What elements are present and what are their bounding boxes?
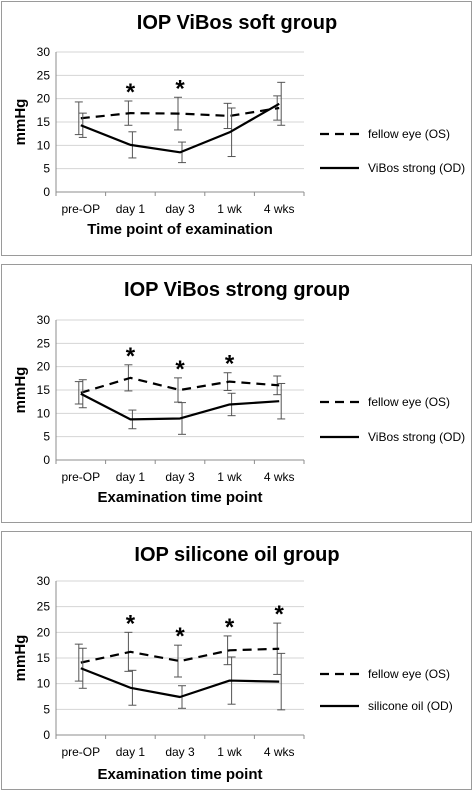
y-tick-label: 0 [43, 185, 50, 199]
y-tick-label: 25 [37, 336, 51, 350]
legend-label: ViBos strong (OD) [368, 430, 465, 444]
significance-asterisk: * [126, 343, 136, 370]
x-tick-label: pre-OP [61, 202, 100, 216]
series-line-fellow-eye [80, 376, 280, 394]
y-tick-label: 15 [37, 383, 51, 397]
y-tick-label: 10 [37, 677, 51, 691]
chart-title: IOP silicone oil group [134, 544, 339, 566]
chart-panel-1: IOP ViBos soft group 0 5 10 15 20 25 30 pre-OP da… [1, 1, 472, 256]
series-line-treated-eye [80, 102, 280, 154]
legend-label: fellow eye (OS) [368, 127, 450, 141]
chart-title: IOP ViBos strong group [124, 279, 350, 301]
series-line-treated-eye [80, 667, 280, 699]
y-axis-title: mmHg [12, 635, 29, 682]
legend-label: ViBos strong (OD) [368, 161, 465, 175]
legend-label: fellow eye (OS) [368, 395, 450, 409]
x-tick-label: 4 wks [264, 202, 295, 216]
legend-label: fellow eye (OS) [368, 667, 450, 681]
y-tick-label: 20 [37, 92, 51, 106]
chart-3: IOP silicone oil group 0 5 10 15 20 25 30 pre-OP… [12, 544, 453, 783]
y-tick-label: 30 [37, 313, 51, 327]
x-tick-label: 4 wks [264, 745, 295, 759]
x-tick-label: 1 wk [217, 202, 243, 216]
y-tick-label: 15 [37, 115, 51, 129]
y-tick-label: 5 [43, 430, 50, 444]
x-tick-label: pre-OP [61, 470, 100, 484]
y-tick-label: 0 [43, 453, 50, 467]
chart-1: IOP ViBos soft group 0 5 10 15 20 25 30 pre-OP da… [12, 12, 465, 238]
series-line-fellow-eye [80, 647, 280, 664]
significance-asterisk: * [126, 610, 136, 637]
significance-asterisk: * [225, 614, 235, 641]
x-axis-title: Examination time point [97, 766, 262, 783]
x-axis-title: Time point of examination [87, 221, 273, 238]
x-tick-label: day 3 [165, 202, 195, 216]
chart-2: IOP ViBos strong group 0 5 10 15 20 25 30 pre-OP… [12, 279, 465, 506]
x-tick-label: day 3 [165, 745, 195, 759]
y-tick-label: 25 [37, 600, 51, 614]
series-line-treated-eye [80, 392, 280, 421]
significance-asterisk: * [175, 75, 185, 102]
y-tick-label: 0 [43, 728, 50, 742]
y-tick-label: 30 [37, 574, 51, 588]
x-tick-label: day 3 [165, 470, 195, 484]
chart-panel-3: IOP silicone oil group 0 5 10 15 20 25 30 pre-OP… [1, 531, 472, 790]
y-tick-label: 25 [37, 68, 51, 82]
y-tick-label: 20 [37, 625, 51, 639]
significance-asterisk: * [225, 351, 235, 378]
x-tick-label: 1 wk [217, 470, 243, 484]
x-tick-label: day 1 [116, 470, 146, 484]
x-tick-label: day 1 [116, 745, 146, 759]
x-tick-label: day 1 [116, 202, 146, 216]
y-tick-label: 10 [37, 406, 51, 420]
y-tick-label: 10 [37, 138, 51, 152]
y-tick-label: 30 [37, 45, 51, 59]
y-axis-title: mmHg [12, 367, 29, 414]
significance-asterisk: * [275, 601, 285, 628]
x-tick-label: pre-OP [61, 745, 100, 759]
chart-title: IOP ViBos soft group [137, 12, 337, 34]
x-tick-label: 4 wks [264, 470, 295, 484]
legend-label: silicone oil (OD) [368, 699, 453, 713]
y-tick-label: 20 [37, 360, 51, 374]
significance-asterisk: * [126, 79, 136, 106]
significance-asterisk: * [175, 356, 185, 383]
y-tick-label: 5 [43, 162, 50, 176]
y-tick-label: 15 [37, 651, 51, 665]
significance-asterisk: * [175, 623, 185, 650]
y-axis-title: mmHg [12, 99, 29, 146]
x-axis-title: Examination time point [97, 489, 262, 506]
y-tick-label: 5 [43, 702, 50, 716]
chart-panel-2: IOP ViBos strong group 0 5 10 15 20 25 30 pre-OP… [1, 264, 472, 523]
series-line-fellow-eye [80, 106, 280, 120]
x-tick-label: 1 wk [217, 745, 243, 759]
